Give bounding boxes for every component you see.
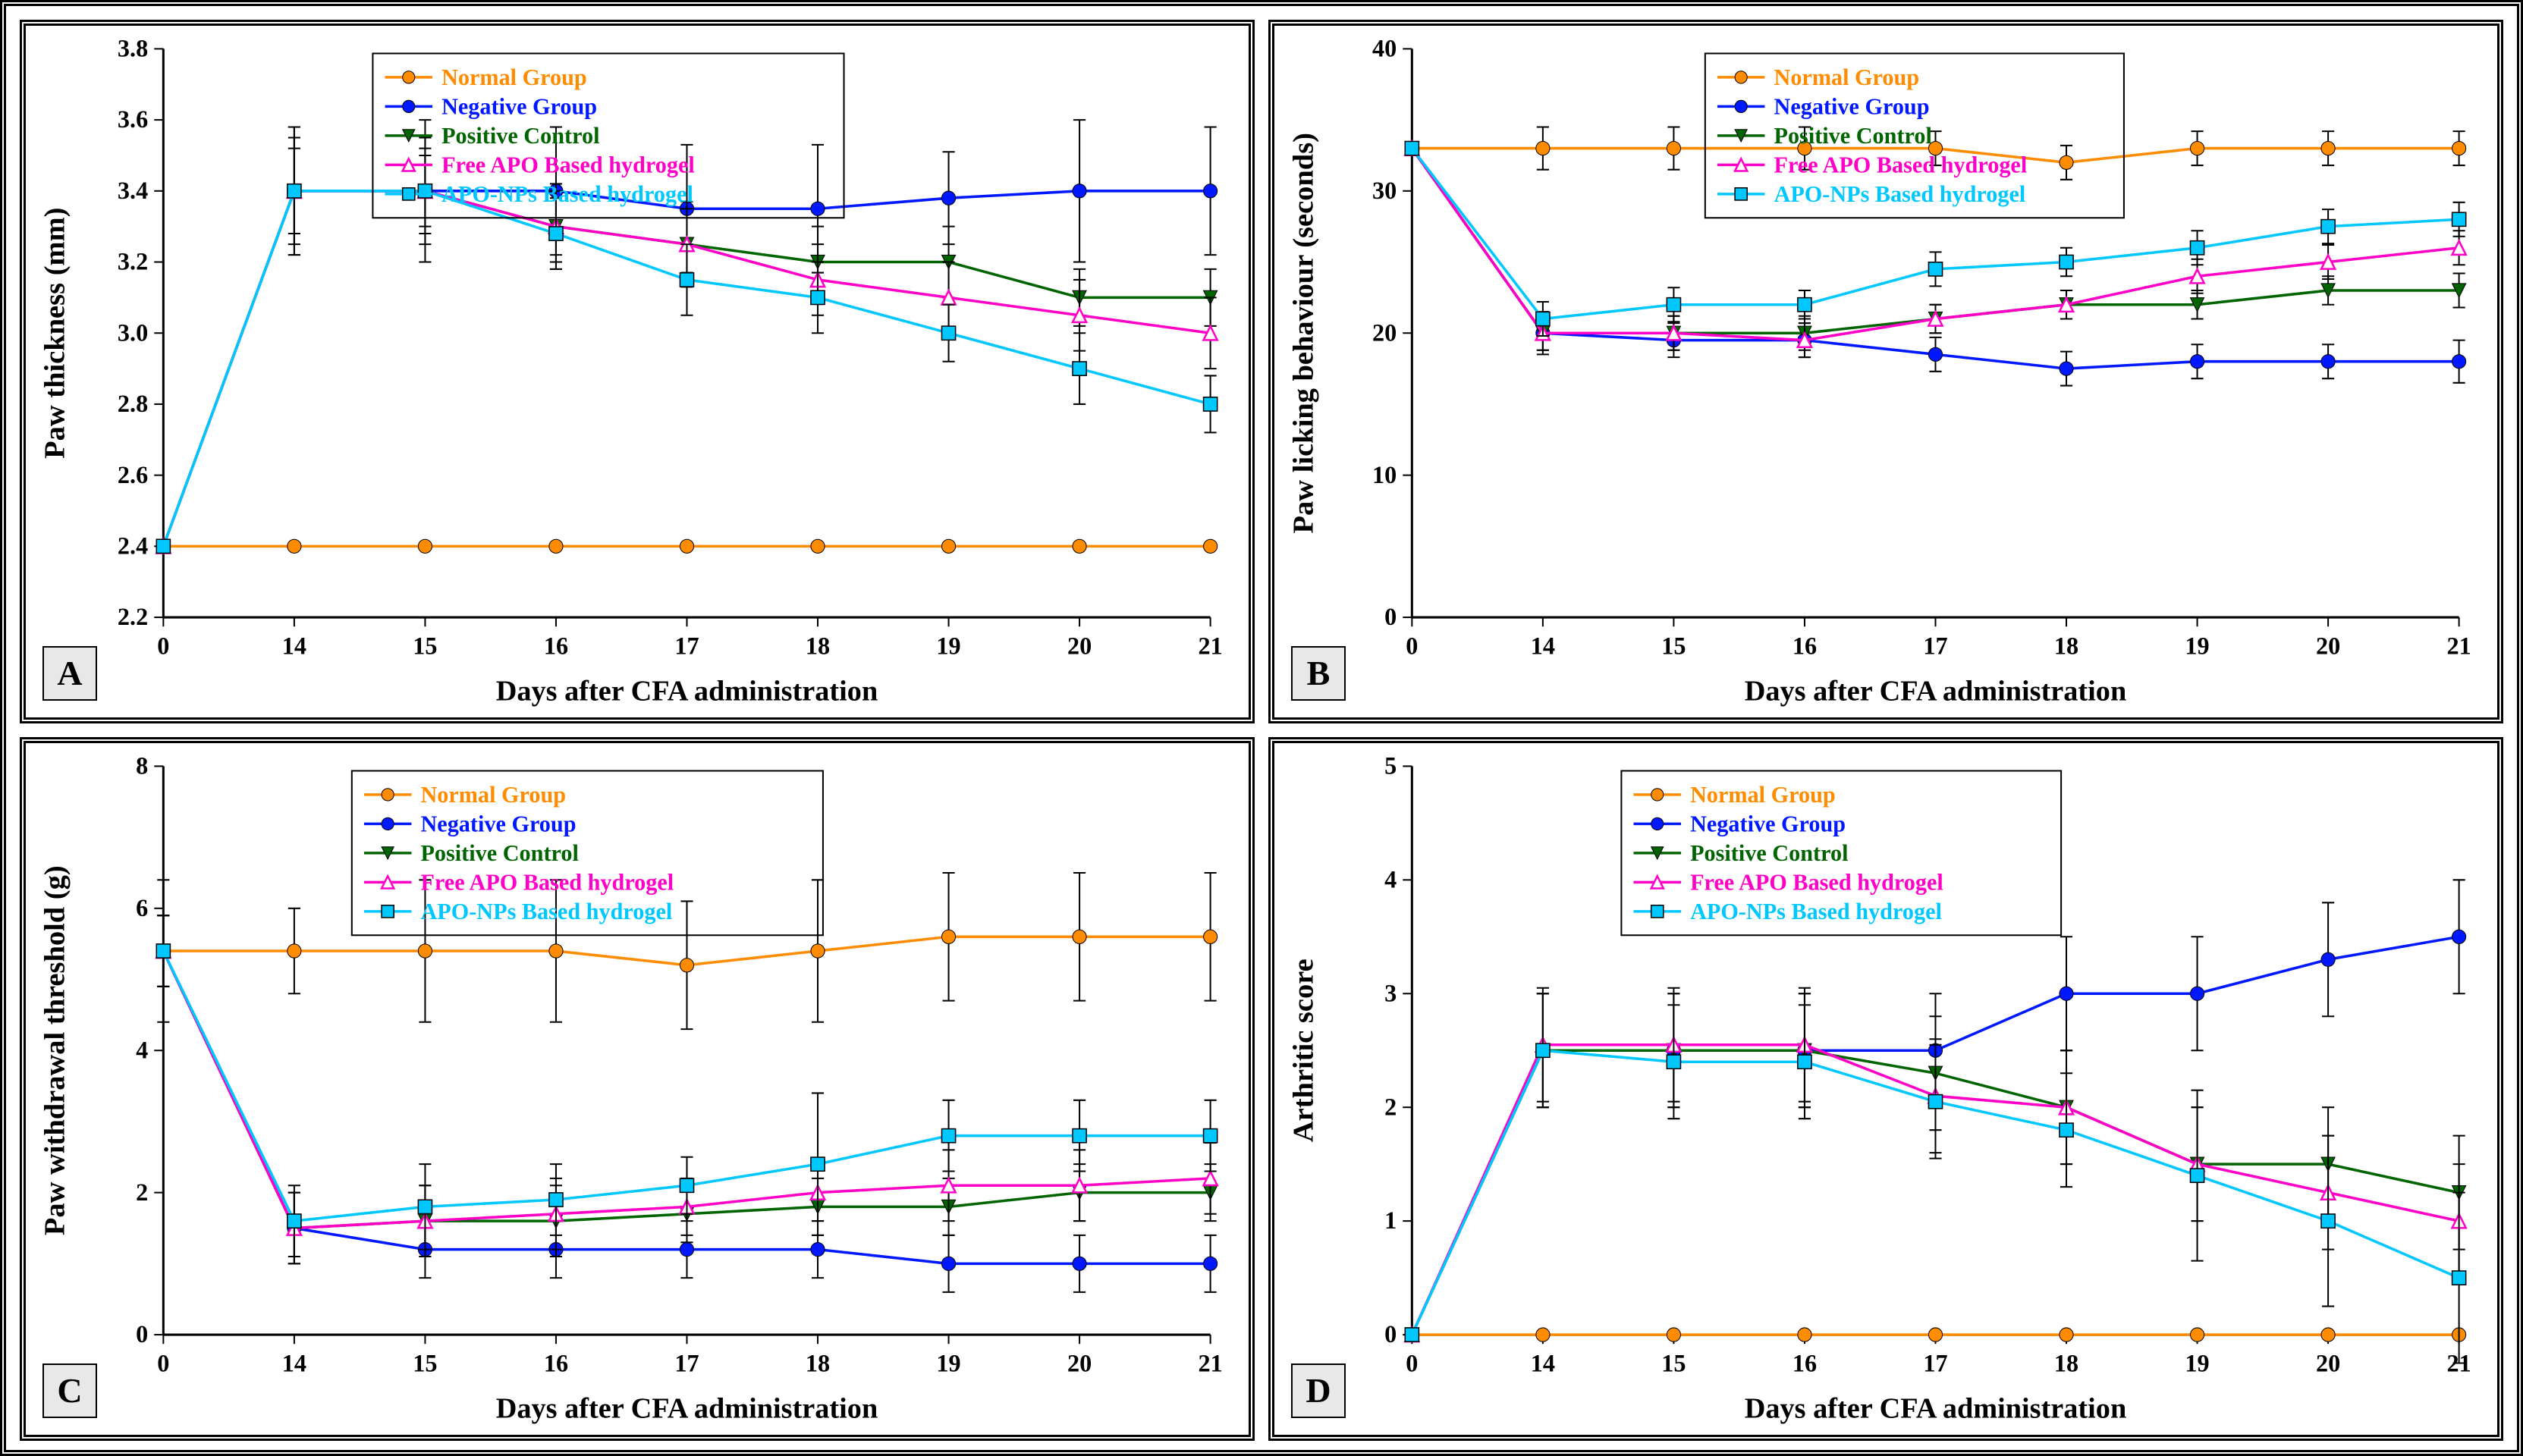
panel-label-A: A — [42, 646, 97, 701]
svg-text:2.4: 2.4 — [118, 532, 148, 559]
svg-text:40: 40 — [1372, 34, 1397, 61]
svg-text:14: 14 — [282, 632, 306, 660]
svg-text:APO-NPs Based hydrogel: APO-NPs Based hydrogel — [1690, 899, 1942, 924]
panel-label-D: D — [1291, 1363, 1346, 1418]
svg-text:17: 17 — [1923, 632, 1947, 660]
svg-text:17: 17 — [1923, 1349, 1947, 1376]
svg-text:Negative Group: Negative Group — [1690, 811, 1846, 836]
svg-text:18: 18 — [2054, 1349, 2078, 1376]
figure-container: 2.22.42.62.83.03.23.43.63.80141516171819… — [0, 0, 2523, 1456]
svg-text:0: 0 — [1384, 1320, 1397, 1348]
svg-text:Days after CFA administration: Days after CFA administration — [496, 1392, 878, 1424]
svg-text:20: 20 — [1067, 632, 1092, 660]
svg-text:3.2: 3.2 — [118, 248, 148, 275]
svg-text:2.6: 2.6 — [118, 461, 148, 488]
svg-text:Free APO Based hydrogel: Free APO Based hydrogel — [441, 152, 695, 177]
panel-D: 01234501415161718192021Days after CFA ad… — [1268, 737, 2503, 1441]
svg-text:3.4: 3.4 — [118, 177, 148, 204]
svg-text:0: 0 — [1384, 603, 1397, 630]
svg-text:20: 20 — [1372, 318, 1397, 346]
svg-text:18: 18 — [806, 1349, 830, 1376]
svg-text:APO-NPs Based hydrogel: APO-NPs Based hydrogel — [1774, 181, 2026, 207]
svg-text:16: 16 — [1792, 632, 1817, 660]
svg-text:14: 14 — [1531, 632, 1555, 660]
svg-text:5: 5 — [1384, 752, 1397, 779]
panel-grid: 2.22.42.62.83.03.23.43.63.80141516171819… — [20, 20, 2503, 1436]
svg-text:Positive Control: Positive Control — [1774, 123, 1932, 149]
svg-text:3: 3 — [1384, 979, 1397, 1006]
svg-text:6: 6 — [136, 894, 148, 921]
svg-text:Free APO Based hydrogel: Free APO Based hydrogel — [420, 869, 674, 895]
svg-text:Arthritic score: Arthritic score — [1287, 959, 1319, 1142]
svg-text:19: 19 — [2185, 1349, 2209, 1376]
svg-text:14: 14 — [1531, 1349, 1555, 1376]
svg-text:0: 0 — [136, 1320, 148, 1348]
svg-text:2: 2 — [136, 1178, 148, 1205]
panel-B: 0 10 20 30 40 0 14 15 16 17 18 19 20 21 Days after CFA… — [1268, 20, 2503, 723]
svg-text:Positive Control: Positive Control — [420, 840, 578, 866]
svg-text:18: 18 — [2054, 632, 2078, 660]
svg-text:Paw licking behaviour (seconds: Paw licking behaviour (seconds) — [1287, 133, 1319, 533]
svg-text:Days after CFA administration: Days after CFA administration — [1745, 1392, 2127, 1424]
svg-text:3.0: 3.0 — [118, 318, 148, 346]
svg-text:Negative Group: Negative Group — [420, 811, 576, 836]
svg-text:19: 19 — [2185, 632, 2209, 660]
svg-text:18: 18 — [806, 632, 830, 660]
svg-text:16: 16 — [1792, 1349, 1817, 1376]
svg-text:Positive Control: Positive Control — [441, 123, 599, 149]
svg-text:Normal Group: Normal Group — [1774, 64, 1920, 90]
svg-text:Positive Control: Positive Control — [1690, 840, 1848, 866]
svg-text:30: 30 — [1372, 177, 1397, 204]
svg-text:8: 8 — [136, 752, 148, 779]
svg-text:4: 4 — [136, 1036, 148, 1063]
svg-text:APO-NPs Based hydrogel: APO-NPs Based hydrogel — [441, 181, 693, 207]
svg-text:20: 20 — [1067, 1349, 1092, 1376]
svg-text:Normal Group: Normal Group — [420, 782, 566, 808]
svg-text:Negative Group: Negative Group — [441, 93, 597, 119]
svg-text:0: 0 — [157, 1349, 169, 1376]
svg-text:APO-NPs Based hydrogel: APO-NPs Based hydrogel — [420, 899, 672, 924]
svg-text:Days after CFA administration: Days after CFA administration — [1745, 675, 2127, 707]
svg-text:21: 21 — [2447, 632, 2471, 660]
svg-text:21: 21 — [1199, 632, 1223, 660]
svg-text:2: 2 — [1384, 1093, 1397, 1120]
svg-text:10: 10 — [1372, 461, 1397, 488]
svg-text:19: 19 — [936, 632, 960, 660]
panel-label-B: B — [1291, 646, 1346, 701]
svg-text:20: 20 — [2316, 632, 2340, 660]
svg-text:Paw withdrawal threshold (g): Paw withdrawal threshold (g) — [39, 865, 71, 1235]
svg-text:2.8: 2.8 — [118, 390, 148, 417]
svg-text:3.6: 3.6 — [118, 105, 148, 133]
svg-text:17: 17 — [674, 1349, 699, 1376]
svg-text:16: 16 — [544, 632, 568, 660]
svg-text:19: 19 — [936, 1349, 960, 1376]
svg-text:0: 0 — [1406, 632, 1418, 660]
svg-text:Normal Group: Normal Group — [441, 64, 587, 90]
svg-text:Paw thickness (mm): Paw thickness (mm) — [39, 208, 71, 459]
svg-text:15: 15 — [1661, 632, 1686, 660]
svg-text:0: 0 — [157, 632, 169, 660]
svg-text:3.8: 3.8 — [118, 34, 148, 61]
svg-text:15: 15 — [413, 632, 437, 660]
svg-text:0: 0 — [1406, 1349, 1418, 1376]
panel-A: 2.2 2.4 2.6 2.8 3.0 3.2 3.4 3.6 3.8 0 14 15 16 17 18 19… — [20, 20, 1255, 723]
svg-text:21: 21 — [1199, 1349, 1223, 1376]
svg-text:Normal Group: Normal Group — [1690, 782, 1836, 808]
svg-text:4: 4 — [1384, 865, 1397, 893]
svg-text:Negative Group: Negative Group — [1774, 93, 1930, 119]
svg-text:15: 15 — [413, 1349, 437, 1376]
svg-text:20: 20 — [2316, 1349, 2340, 1376]
svg-text:Days after CFA administration: Days after CFA administration — [496, 675, 878, 707]
svg-text:Free APO Based hydrogel: Free APO Based hydrogel — [1690, 869, 1943, 895]
svg-text:17: 17 — [674, 632, 699, 660]
panel-label-C: C — [42, 1363, 97, 1418]
svg-text:15: 15 — [1661, 1349, 1686, 1376]
svg-text:Free APO Based hydrogel: Free APO Based hydrogel — [1774, 152, 2028, 177]
svg-text:1: 1 — [1384, 1207, 1397, 1234]
svg-text:14: 14 — [282, 1349, 306, 1376]
svg-text:16: 16 — [544, 1349, 568, 1376]
panel-C: 0 2 4 6 8 0 14 15 16 17 18 19 20 21 Days after CFA adm… — [20, 737, 1255, 1441]
svg-text:2.2: 2.2 — [118, 603, 148, 630]
